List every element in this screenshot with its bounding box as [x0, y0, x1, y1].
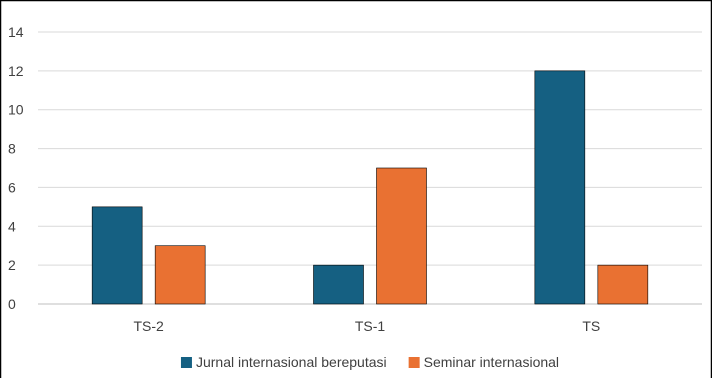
- legend-swatch-1: [180, 357, 192, 368]
- legend-item-2: Seminar internasional: [408, 354, 559, 370]
- bar-TS-series-1: [534, 70, 586, 305]
- legend-item-1: Jurnal internasional bereputasi: [180, 354, 387, 370]
- y-tick-label-12: 12: [8, 63, 24, 79]
- gridlines: [38, 31, 702, 305]
- legend-swatch-2: [408, 357, 420, 368]
- y-tick-label-2: 2: [8, 257, 16, 273]
- y-tick-label-10: 10: [8, 102, 24, 118]
- x-category-label-TS-1: TS-1: [355, 318, 386, 334]
- bars: [91, 70, 649, 305]
- y-tick-label-0: 0: [8, 296, 16, 312]
- y-tick-label-8: 8: [8, 141, 16, 157]
- bar-TS-1-series-2: [376, 167, 427, 305]
- x-axis-categories: TS-2 TS-1 TS: [133, 318, 600, 334]
- y-tick-label-14: 14: [8, 24, 24, 40]
- y-axis-ticks: 0 2 4 6 8 10 12 14: [8, 24, 24, 312]
- x-category-label-TS: TS: [582, 318, 600, 334]
- bar-TS-2-series-1: [91, 206, 143, 305]
- bar-TS-2-series-2: [154, 245, 206, 305]
- y-tick-label-6: 6: [8, 179, 16, 195]
- x-category-label-TS-2: TS-2: [133, 318, 164, 334]
- legend-label-1: Jurnal internasional bereputasi: [196, 354, 387, 370]
- y-tick-label-4: 4: [8, 218, 16, 234]
- legend-label-2: Seminar internasional: [424, 354, 559, 370]
- legend: Jurnal internasional bereputasi Seminar i…: [180, 354, 559, 370]
- bar-TS-1-series-1: [313, 264, 364, 305]
- bar-TS-series-2: [597, 264, 649, 305]
